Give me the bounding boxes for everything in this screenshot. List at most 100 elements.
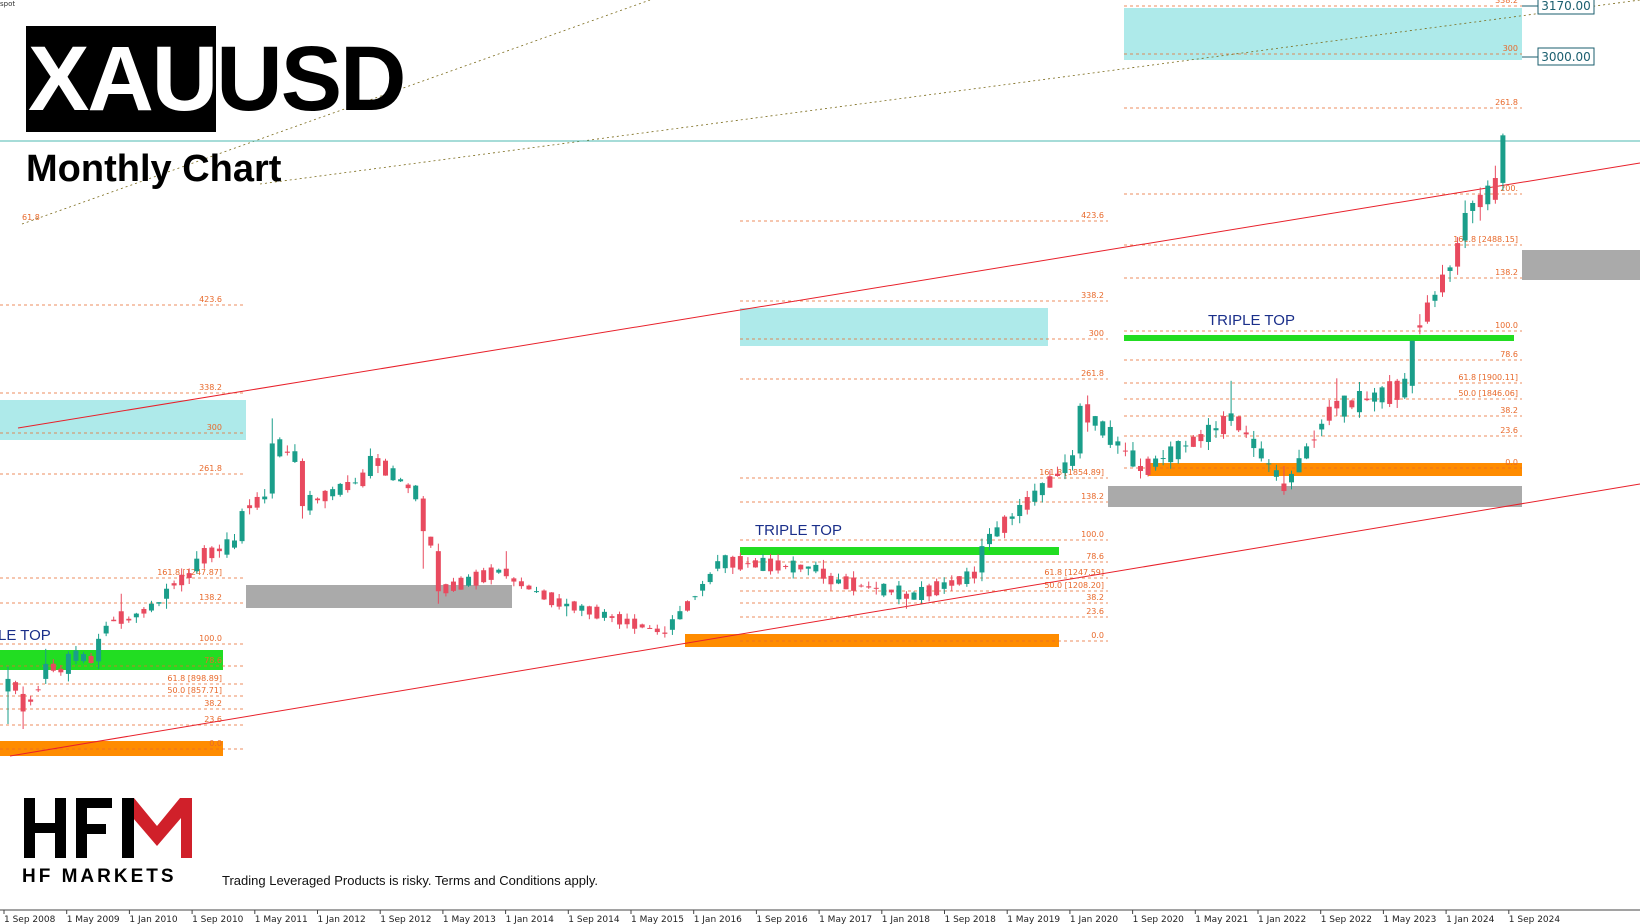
x-axis-tick-label: 1 Jan 2010 xyxy=(129,915,177,924)
candle-body xyxy=(534,591,539,593)
candle-body xyxy=(783,565,789,567)
support-zone-1 xyxy=(0,741,223,756)
fib-level-s1-label: 61.8 [898.89] xyxy=(167,674,222,683)
candle-body xyxy=(43,663,49,679)
fib-level-s1-label: 300 xyxy=(207,423,222,432)
candle-body xyxy=(1258,448,1264,459)
candle-body xyxy=(1341,395,1347,417)
fib-level-s1-label: 338.2 xyxy=(199,383,222,392)
candle-body xyxy=(1092,416,1098,426)
candle-body xyxy=(126,618,132,621)
title-symbol-quote: USD xyxy=(216,28,406,130)
title-symbol-base: XAU xyxy=(26,26,218,132)
fib-level-s1-label: 50.0 [857.71] xyxy=(167,686,222,695)
breakout-zone-1 xyxy=(0,650,223,670)
fib-level-s2-label: 100.0 xyxy=(1081,530,1104,539)
candle-body xyxy=(232,540,237,548)
candle-body xyxy=(919,586,925,601)
candle-body xyxy=(911,592,917,600)
candle-body xyxy=(1440,274,1445,293)
candle-body xyxy=(1326,406,1332,421)
candle-body xyxy=(1228,413,1234,421)
fib-level-s2-label: 78.6 xyxy=(1086,552,1104,561)
candle-body xyxy=(322,490,328,502)
candle-body xyxy=(1107,426,1113,445)
candle-body xyxy=(1266,463,1272,465)
support-zone-3 xyxy=(1148,463,1522,476)
fib-level-s3-label: 300 xyxy=(1503,44,1518,53)
fib-level-s1-label: 0.0 xyxy=(209,739,222,748)
candle-body xyxy=(1447,267,1453,271)
candle-body xyxy=(692,596,698,598)
fib-level-s2-label: 0.0 xyxy=(1091,631,1104,640)
candle-body xyxy=(315,498,321,501)
candle-body xyxy=(760,557,766,571)
pattern-label: TRIPLE TOP xyxy=(1208,312,1295,329)
candle-body xyxy=(65,653,71,674)
channel-fib-outer-line-2 xyxy=(259,0,1640,185)
candles-layer xyxy=(5,133,1506,730)
target-zone-3 xyxy=(1124,8,1522,60)
fib-level-s3-label: 138.2 xyxy=(1495,268,1518,277)
candle-body xyxy=(964,571,970,584)
candle-body xyxy=(1221,416,1227,435)
candle-body xyxy=(549,592,555,606)
candle-body xyxy=(601,611,607,618)
candle-body xyxy=(571,601,577,611)
fib-level-s1-label: 423.6 xyxy=(199,295,222,304)
breakout-zone-3 xyxy=(1124,335,1514,341)
candle-body xyxy=(564,603,570,607)
candle-body xyxy=(5,678,11,692)
candle-body xyxy=(156,602,162,604)
candle-body xyxy=(934,581,940,596)
candle-body xyxy=(586,606,592,615)
candle-body xyxy=(1273,470,1279,477)
candle-body xyxy=(881,583,887,596)
candle-body xyxy=(903,593,909,599)
fib-level-s2-label: 161.8 [1854.89] xyxy=(1039,468,1104,477)
candle-body xyxy=(722,555,728,569)
candle-body xyxy=(556,598,562,607)
chart-title: XAU USD xyxy=(26,26,407,132)
candle-body xyxy=(1424,302,1430,322)
candle-body xyxy=(284,451,290,453)
candle-body xyxy=(1364,398,1370,401)
candle-body xyxy=(685,601,690,611)
candle-body xyxy=(1017,504,1023,517)
candle-body xyxy=(752,560,758,568)
candle-body xyxy=(700,583,706,591)
breakout-zone-2 xyxy=(740,547,1059,555)
hfm-logo xyxy=(24,798,192,858)
x-axis-tick-label: 1 Sep 2022 xyxy=(1321,915,1372,924)
fib-level-s1-label: 261.8 xyxy=(199,464,222,473)
x-axis-tick-label: 1 May 2011 xyxy=(255,915,308,924)
candle-body xyxy=(269,443,275,494)
candle-body xyxy=(330,489,336,497)
corner-tag: spot xyxy=(0,0,16,8)
candle-body xyxy=(1183,445,1189,447)
candle-body xyxy=(1024,497,1030,510)
candle-body xyxy=(1032,490,1038,502)
candle-body xyxy=(1085,404,1091,423)
labels-layer: LE TOP TRIPLE TOP TRIPLE TOP 3170.00 3000.00 xyxy=(0,0,1595,644)
fib-level-s3-label: 338.2 xyxy=(1495,0,1518,5)
candle-body xyxy=(1115,441,1121,446)
candle-body xyxy=(73,650,79,661)
candle-body xyxy=(1062,462,1068,474)
x-axis: 1 Sep 2008 1 May 2009 1 Jan 2010 1 Sep 2010… xyxy=(0,909,1640,924)
candle-body xyxy=(1009,516,1015,519)
candle-body xyxy=(677,611,683,620)
candle-body xyxy=(941,582,947,589)
candle-body xyxy=(435,551,441,592)
candle-body xyxy=(541,590,547,600)
candle-body xyxy=(277,439,283,457)
price-box-label: 3000.00 xyxy=(1541,50,1591,64)
candle-body xyxy=(768,558,774,572)
candle-body xyxy=(428,536,434,546)
candle-body xyxy=(971,571,977,579)
candle-body xyxy=(13,682,19,691)
candle-body xyxy=(1205,424,1211,442)
price-box-label: 3170.00 xyxy=(1541,0,1591,13)
candle-body xyxy=(50,663,56,671)
